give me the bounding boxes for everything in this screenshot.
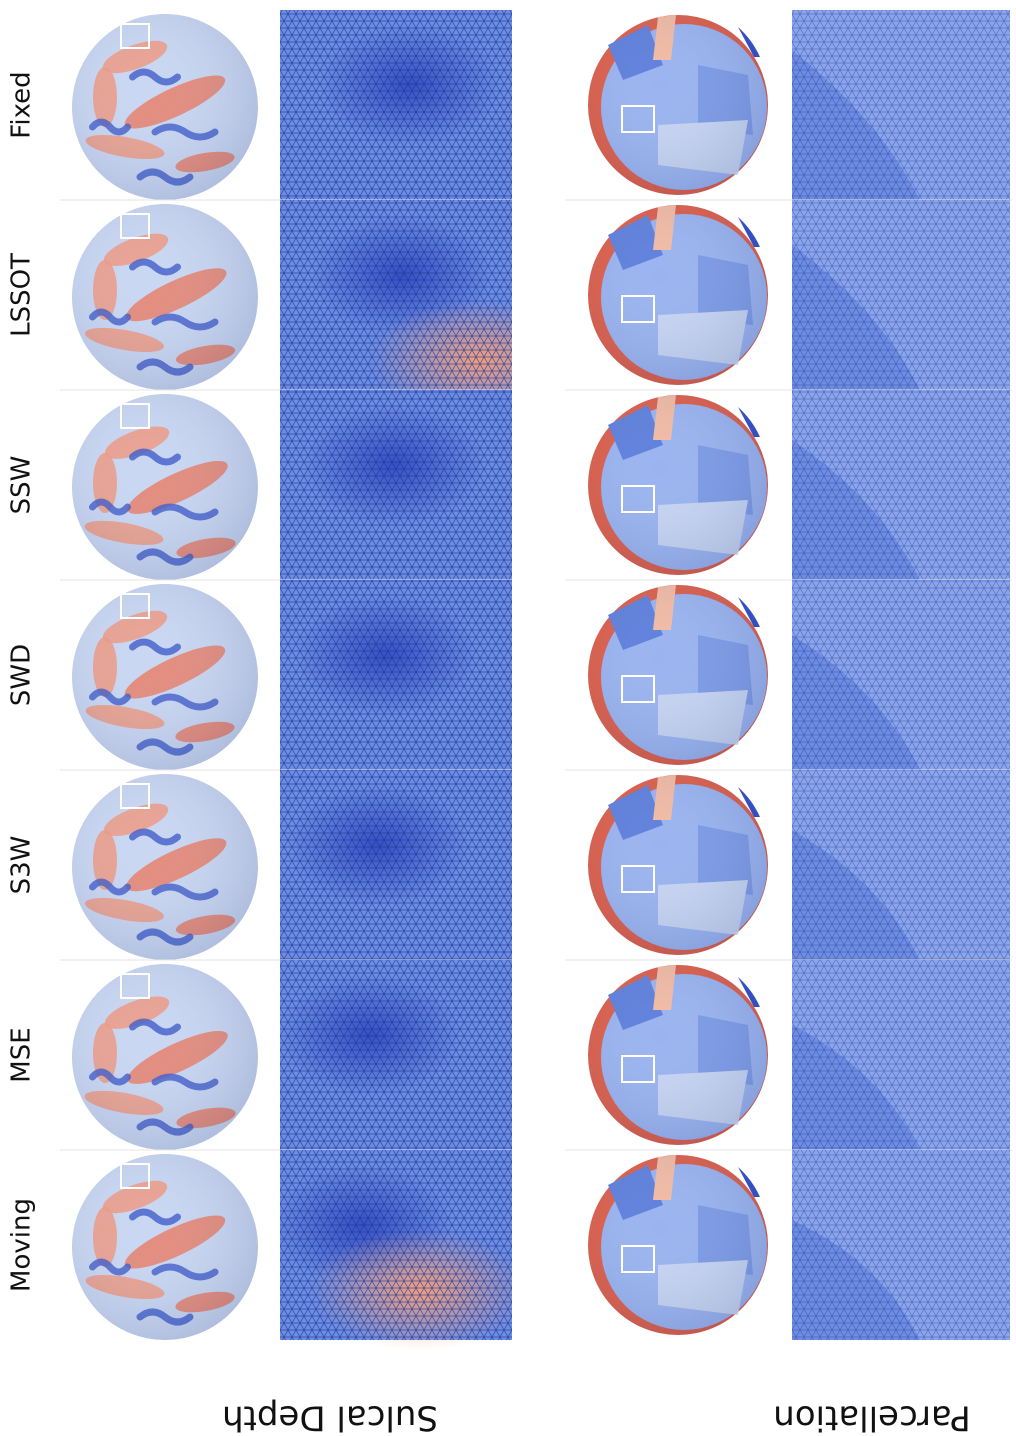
- sphere-shade: [72, 584, 258, 770]
- parcellation-mesh: [792, 770, 1010, 960]
- mesh-grid: [792, 580, 1010, 770]
- parcellation-mesh: [792, 390, 1010, 580]
- parcellation-sphere: [588, 395, 768, 575]
- sphere-shade: [588, 775, 768, 955]
- sphere-shade: [588, 585, 768, 765]
- figure: Sulcal Depth Parcellation Fixed LSSOT SSW S…: [0, 0, 1016, 1436]
- sphere-shade: [588, 965, 768, 1145]
- sulcal-mesh: [280, 200, 590, 420]
- sphere-shade: [72, 964, 258, 1150]
- mesh-grid: [280, 770, 512, 960]
- sulcal-mesh: [280, 580, 512, 770]
- method-label: LSSOT: [7, 253, 37, 337]
- sphere-shade: [588, 395, 768, 575]
- sphere-shade: [72, 204, 258, 390]
- mesh-grid: [280, 580, 512, 770]
- parcellation-mesh: [792, 200, 1010, 390]
- sphere-shade: [72, 1154, 258, 1340]
- parcellation-sphere: [588, 585, 768, 765]
- method-label: SWD: [7, 644, 37, 706]
- mesh-grid: [280, 10, 512, 200]
- parcellation-mesh: [792, 1150, 1010, 1340]
- sulcal-sphere: [72, 964, 258, 1150]
- sulcal-mesh: [280, 960, 512, 1150]
- mesh-grid: [280, 200, 512, 390]
- sulcal-sphere: [72, 204, 258, 390]
- mesh-grid: [792, 10, 1010, 200]
- method-label: Fixed: [7, 71, 37, 138]
- parcellation-mesh: [792, 10, 1010, 200]
- sulcal-mesh: [280, 10, 512, 200]
- method-label: Moving: [7, 1198, 37, 1292]
- sulcal-mesh: [280, 770, 512, 960]
- sulcal-mesh: [272, 1150, 530, 1350]
- sulcal-sphere: [72, 14, 258, 200]
- sphere-shade: [588, 15, 768, 195]
- mesh-grid: [280, 390, 512, 580]
- column-label: Sulcal Depth: [222, 1398, 438, 1436]
- parcellation-mesh: [792, 960, 1010, 1150]
- mesh-grid: [280, 1150, 512, 1340]
- sphere-shade: [72, 394, 258, 580]
- parcellation-sphere: [588, 205, 768, 385]
- sphere-shade: [72, 774, 258, 960]
- sulcal-mesh: [280, 390, 512, 580]
- mesh-grid: [280, 960, 512, 1150]
- sulcal-sphere: [72, 1154, 258, 1340]
- sulcal-sphere: [72, 584, 258, 770]
- method-label: MSE: [7, 1027, 37, 1082]
- parcellation-mesh: [792, 580, 1010, 770]
- mesh-grid: [792, 200, 1010, 390]
- parcellation-sphere: [588, 15, 768, 195]
- mesh-grid: [792, 390, 1010, 580]
- mesh-grid: [792, 960, 1010, 1150]
- method-label: S3W: [7, 836, 37, 895]
- parcellation-sphere: [588, 775, 768, 955]
- sulcal-sphere: [72, 774, 258, 960]
- sphere-shade: [588, 1155, 768, 1335]
- parcellation-sphere: [588, 965, 768, 1145]
- sulcal-sphere: [72, 394, 258, 580]
- column-label: Parcellation: [773, 1398, 971, 1436]
- mesh-grid: [792, 770, 1010, 960]
- parcellation-sphere: [588, 1155, 768, 1335]
- mesh-grid: [792, 1150, 1010, 1340]
- sphere-shade: [72, 14, 258, 200]
- method-label: SSW: [7, 456, 37, 515]
- sphere-shade: [588, 205, 768, 385]
